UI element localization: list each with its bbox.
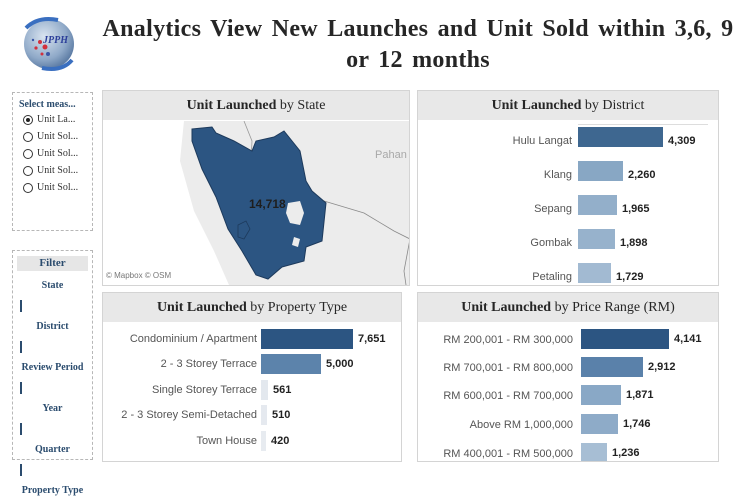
- district-value: 1,729: [616, 271, 644, 283]
- price-label: RM 600,001 - RM 700,000: [443, 390, 573, 402]
- property-value: 420: [271, 435, 290, 447]
- radio-icon[interactable]: [23, 148, 33, 159]
- measure-option-unit-sold-1[interactable]: Unit Sol...: [23, 129, 92, 144]
- filter-review-period-label: Review Period: [21, 362, 84, 373]
- property-bar[interactable]: [261, 431, 266, 451]
- price-value: 4,141: [674, 333, 702, 345]
- map-region-label: Pahan: [375, 149, 407, 161]
- property-label: Town House: [196, 435, 257, 447]
- price-value: 1,871: [626, 389, 654, 401]
- district-label: Hulu Langat: [512, 135, 572, 147]
- price-bar[interactable]: [581, 329, 669, 349]
- district-value: 1,898: [620, 237, 648, 249]
- district-bar[interactable]: [578, 229, 615, 249]
- radio-icon[interactable]: [23, 165, 33, 176]
- district-label: Petaling: [532, 271, 572, 283]
- measure-option-label: Unit Sol...: [37, 148, 79, 159]
- property-value: 5,000: [326, 358, 354, 370]
- price-value: 1,746: [623, 418, 651, 430]
- property-bar[interactable]: [261, 329, 353, 349]
- property-label: 2 - 3 Storey Semi-Detached: [121, 409, 257, 421]
- radio-selected-icon[interactable]: [23, 114, 33, 125]
- property-bar[interactable]: [261, 380, 268, 400]
- panel-district-chart: Unit Launched by District Hulu Langat 4,…: [417, 90, 719, 286]
- property-value: 7,651: [358, 333, 386, 345]
- district-value: 2,260: [628, 169, 656, 181]
- measure-option-unit-launched[interactable]: Unit La...: [23, 112, 92, 127]
- district-value: 4,309: [668, 135, 696, 147]
- price-bar[interactable]: [581, 357, 643, 377]
- price-bar[interactable]: [581, 443, 607, 461]
- property-bar[interactable]: [261, 354, 321, 374]
- measure-selector-title: Select meas...: [19, 99, 76, 110]
- measure-option-label: Unit Sol...: [37, 131, 79, 142]
- filter-district-slider[interactable]: [20, 341, 22, 353]
- district-label: Klang: [543, 169, 572, 181]
- district-bar[interactable]: [578, 195, 617, 215]
- district-bar[interactable]: [578, 127, 663, 147]
- price-bar[interactable]: [581, 385, 621, 405]
- panel-state-map: Unit Launched by State 14,718 Pahan © Ma…: [102, 90, 410, 286]
- district-bar[interactable]: [578, 161, 623, 181]
- axis-line: [578, 124, 708, 125]
- property-label: Single Storey Terrace: [152, 384, 257, 396]
- filter-state-slider[interactable]: [20, 300, 22, 312]
- price-value: 1,236: [612, 447, 640, 459]
- filter-district-label: District: [36, 321, 69, 332]
- price-label: RM 700,001 - RM 800,000: [443, 362, 573, 374]
- district-label: Gombak: [530, 237, 572, 249]
- measure-option-unit-sold-2[interactable]: Unit Sol...: [23, 146, 92, 161]
- jpph-logo: JPPH: [18, 14, 80, 74]
- filter-title: Filter: [17, 256, 88, 271]
- map-attribution: © Mapbox © OSM: [106, 271, 172, 280]
- property-value: 510: [272, 409, 291, 421]
- filter-panel: Filter State District Review Period Year…: [12, 250, 93, 496]
- filter-state-label: State: [41, 280, 64, 291]
- state-map[interactable]: 14,718 Pahan © Mapbox © OSM: [104, 120, 409, 285]
- panel-property-type-chart: Unit Launched by Property Type Condomini…: [102, 292, 402, 462]
- map-value-label: 14,718: [249, 197, 286, 211]
- property-label: Condominium / Apartment: [129, 333, 257, 345]
- page-title: Analytics View New Launches and Unit Sol…: [102, 16, 734, 73]
- price-label: Above RM 1,000,000: [469, 419, 573, 431]
- panel-title: Unit Launched by Price Range (RM): [418, 293, 718, 322]
- filter-year-label: Year: [42, 403, 63, 414]
- filter-quarter-label: Quarter: [35, 444, 70, 455]
- price-value: 2,912: [648, 361, 676, 373]
- filter-quarter-slider[interactable]: [20, 464, 22, 476]
- measure-selector: Select meas... Unit La... Unit Sol... Un…: [12, 92, 93, 231]
- panel-title: Unit Launched by Property Type: [103, 293, 401, 322]
- radio-icon[interactable]: [23, 131, 33, 142]
- price-label: RM 200,001 - RM 300,000: [443, 334, 573, 346]
- panel-title: Unit Launched by State: [103, 91, 409, 120]
- measure-option-unit-sold-3[interactable]: Unit Sol...: [23, 163, 92, 178]
- property-bar[interactable]: [261, 405, 267, 425]
- district-bar[interactable]: [578, 263, 611, 283]
- district-label: Sepang: [534, 203, 572, 215]
- panel-price-range-chart: Unit Launched by Price Range (RM) RM 200…: [417, 292, 719, 462]
- svg-text:JPPH: JPPH: [42, 35, 69, 46]
- property-label: 2 - 3 Storey Terrace: [160, 358, 257, 370]
- measure-option-label: Unit Sol...: [37, 182, 79, 193]
- radio-icon[interactable]: [23, 182, 33, 193]
- price-bar[interactable]: [581, 414, 618, 434]
- filter-year-slider[interactable]: [20, 423, 22, 435]
- district-value: 1,965: [622, 203, 650, 215]
- panel-title: Unit Launched by District: [418, 91, 718, 120]
- measure-option-unit-sold-4[interactable]: Unit Sol...: [23, 180, 92, 195]
- measure-option-label: Unit La...: [37, 114, 76, 125]
- filter-property-type-label: Property Type: [21, 485, 84, 496]
- measure-option-label: Unit Sol...: [37, 165, 79, 176]
- property-value: 561: [273, 384, 292, 396]
- price-label: RM 400,001 - RM 500,000: [443, 448, 573, 460]
- filter-review-period-slider[interactable]: [20, 382, 22, 394]
